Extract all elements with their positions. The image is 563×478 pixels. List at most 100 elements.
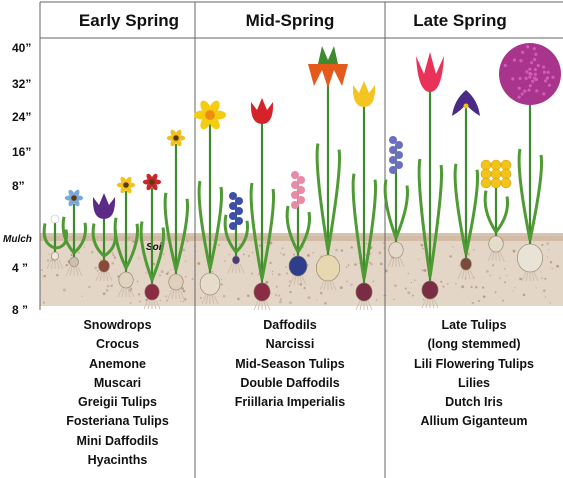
root bbox=[231, 263, 235, 274]
soil-speck bbox=[546, 242, 550, 245]
root bbox=[129, 287, 135, 298]
list-item: Anemone bbox=[89, 356, 146, 371]
root bbox=[201, 294, 207, 305]
bulb bbox=[168, 273, 184, 291]
soil-speck bbox=[102, 292, 106, 296]
plant bbox=[139, 173, 165, 310]
soil-speck bbox=[117, 275, 120, 278]
floret bbox=[511, 77, 515, 81]
y-tick-label: 32” bbox=[12, 77, 31, 91]
root bbox=[469, 269, 475, 280]
soil-speck bbox=[158, 274, 162, 277]
bulb bbox=[315, 254, 340, 282]
floret bbox=[490, 177, 502, 189]
floret bbox=[551, 75, 555, 79]
floret bbox=[291, 181, 299, 189]
floret bbox=[542, 92, 546, 96]
soil-speck bbox=[105, 288, 109, 292]
plant-illustrations bbox=[42, 43, 561, 311]
soil-speck bbox=[264, 241, 267, 244]
soil-speck bbox=[540, 271, 542, 273]
soil-speck bbox=[222, 294, 226, 298]
floret bbox=[534, 52, 538, 56]
floret bbox=[297, 196, 305, 204]
floret bbox=[520, 92, 524, 96]
root bbox=[46, 259, 52, 270]
root bbox=[367, 300, 373, 311]
leaf bbox=[528, 154, 544, 241]
soil-speck bbox=[81, 295, 83, 297]
soil-speck bbox=[535, 287, 537, 289]
leaf bbox=[234, 220, 249, 254]
floret bbox=[525, 70, 529, 74]
soil-speck bbox=[247, 254, 251, 258]
soil-speck bbox=[312, 252, 314, 254]
floret bbox=[291, 171, 299, 179]
soil-speck bbox=[324, 302, 327, 305]
floret bbox=[500, 177, 512, 189]
root bbox=[237, 263, 241, 274]
leaf bbox=[326, 149, 342, 252]
root bbox=[355, 300, 361, 311]
soil-speck bbox=[288, 285, 291, 287]
floret bbox=[528, 84, 532, 88]
late-spring-list: Late Tulips (long stemmed) Lili Flowerin… bbox=[385, 316, 563, 432]
plant bbox=[383, 136, 409, 268]
floret bbox=[534, 77, 539, 81]
plant bbox=[193, 100, 227, 305]
plant bbox=[480, 159, 512, 262]
soil-speck bbox=[96, 269, 99, 272]
soil-speck bbox=[407, 291, 411, 295]
soil-speck bbox=[197, 262, 201, 265]
list-item: Mid-Season Tulips bbox=[235, 356, 345, 371]
flower bbox=[452, 90, 480, 116]
leaf bbox=[285, 205, 300, 253]
soil-speck bbox=[503, 267, 506, 270]
soil-speck bbox=[94, 266, 97, 270]
leaf bbox=[61, 216, 76, 254]
list-item: Muscari bbox=[93, 375, 142, 390]
floret bbox=[395, 151, 403, 159]
soil-speck bbox=[512, 249, 516, 253]
mulch-band bbox=[40, 233, 563, 241]
soil-speck bbox=[467, 252, 470, 256]
flower-center bbox=[71, 195, 77, 201]
leaf bbox=[483, 190, 498, 233]
bulb bbox=[355, 282, 373, 302]
floret bbox=[229, 222, 237, 230]
leaf bbox=[417, 158, 432, 278]
plant bbox=[452, 90, 480, 280]
floret bbox=[500, 159, 512, 171]
header-mid-spring: Mid-Spring bbox=[246, 11, 335, 30]
soil-speck bbox=[544, 296, 547, 298]
leaf bbox=[223, 214, 238, 253]
soil-speck bbox=[365, 242, 368, 245]
soil-speck bbox=[67, 260, 70, 263]
soil-speck bbox=[394, 284, 397, 288]
list-item: (long stemmed) bbox=[427, 337, 521, 352]
root bbox=[391, 257, 395, 268]
flower bbox=[92, 193, 116, 219]
leaf bbox=[517, 148, 532, 241]
floret bbox=[389, 146, 397, 154]
leaf bbox=[494, 196, 509, 233]
root bbox=[143, 299, 149, 310]
floret bbox=[526, 45, 530, 49]
bulb bbox=[144, 283, 160, 301]
soil-speck bbox=[285, 266, 287, 269]
soil-speck bbox=[289, 290, 292, 294]
flower bbox=[250, 98, 274, 124]
plant bbox=[163, 129, 189, 300]
soil-speck bbox=[110, 284, 113, 287]
soil-speck bbox=[549, 260, 553, 264]
soil-speck bbox=[145, 271, 147, 274]
soil-speck bbox=[370, 262, 373, 266]
soil-speck bbox=[83, 246, 86, 249]
leaf bbox=[197, 180, 212, 270]
floret bbox=[517, 86, 521, 90]
leaf bbox=[464, 169, 480, 255]
leaf bbox=[249, 182, 264, 280]
root bbox=[301, 275, 307, 286]
leaf bbox=[91, 223, 106, 258]
floret bbox=[535, 89, 539, 93]
